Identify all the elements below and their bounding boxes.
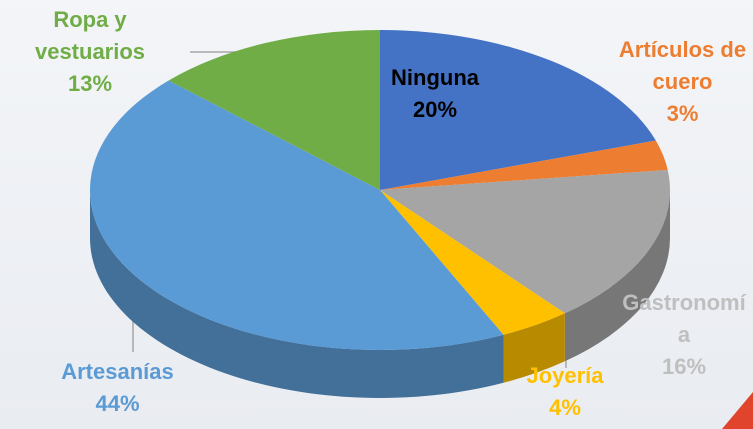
category-name: Artesanías — [61, 359, 174, 384]
slice-label: Gastronomía 16% — [620, 287, 748, 383]
slice-label: Ropa y vestuarios 13% — [10, 4, 170, 100]
slice-label: Ninguna 20% — [365, 62, 505, 126]
percent-label: 44% — [95, 391, 140, 416]
slice — [380, 169, 670, 314]
category-name: Joyería — [526, 363, 604, 388]
category-name: Ninguna — [391, 65, 479, 90]
slice — [89, 80, 504, 351]
slice-side — [564, 190, 670, 362]
slice-label: Artículos de cuero 3% — [610, 34, 753, 130]
category-name: Gastronomía — [622, 290, 746, 347]
slice-side — [90, 190, 504, 398]
percent-label: 16% — [661, 354, 707, 379]
slice — [168, 30, 380, 190]
slice — [380, 30, 656, 190]
percent-label: 3% — [666, 101, 699, 126]
category-name: Ropa y vestuarios — [34, 7, 146, 64]
slice-label: Joyería 4% — [490, 360, 640, 424]
slice-label: Artesanías 44% — [20, 356, 215, 420]
slice — [380, 140, 668, 190]
percent-label: 13% — [67, 71, 113, 96]
corner-shape — [722, 392, 753, 429]
percent-label: 4% — [549, 395, 581, 420]
percent-label: 20% — [412, 97, 458, 122]
slice — [380, 190, 565, 335]
category-name: Artículos de cuero — [618, 37, 747, 94]
slice-side — [503, 313, 565, 383]
